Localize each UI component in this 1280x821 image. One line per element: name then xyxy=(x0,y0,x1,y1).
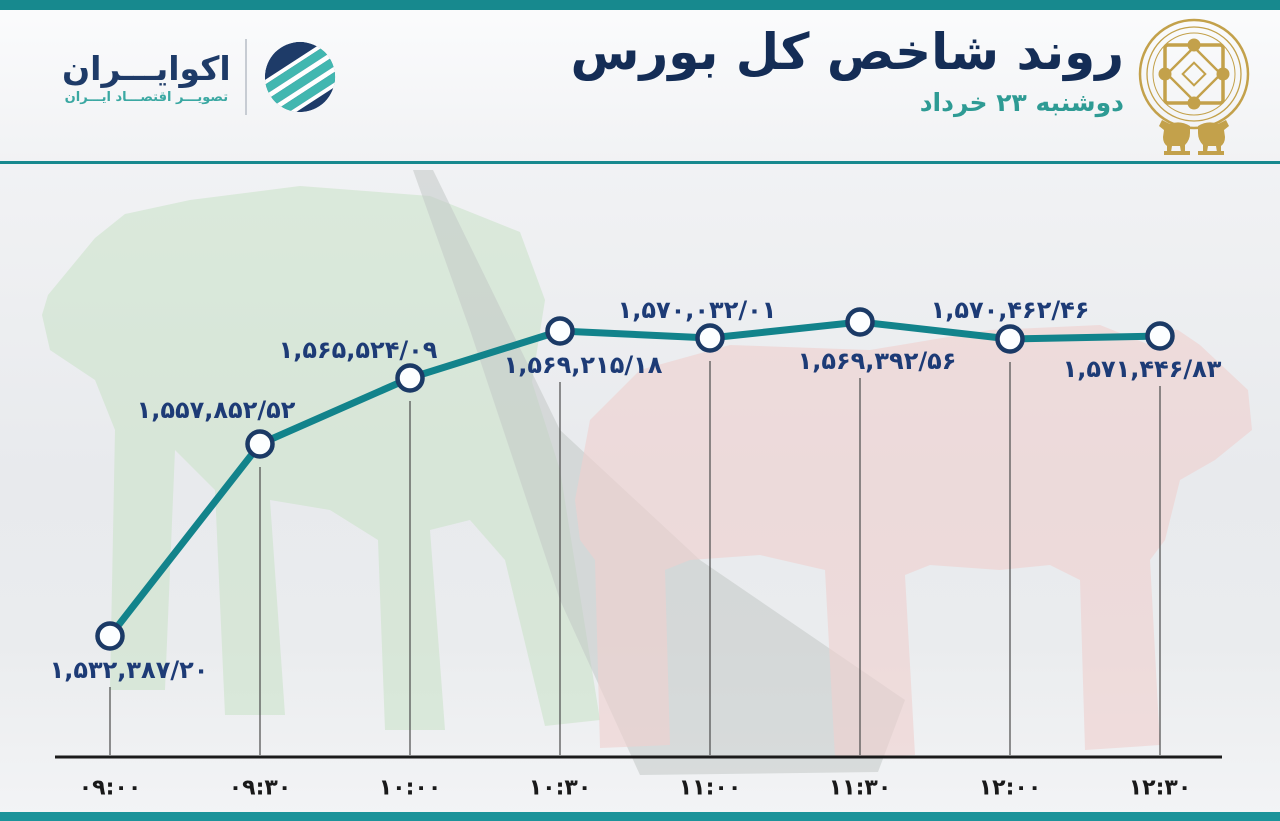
page-title: روند شاخص کل بورس xyxy=(570,23,1124,81)
x-axis-label: ۱۱:۳۰ xyxy=(828,775,892,801)
value-label: ۱,۵۷۱,۴۴۶/۸۳ xyxy=(1062,355,1222,383)
data-point-marker xyxy=(545,316,575,346)
index-trend-line xyxy=(106,318,1164,640)
x-axis-label: ۰۹:۰۰ xyxy=(78,775,142,801)
bull-watermark xyxy=(42,186,600,730)
ecoiran-logo-icon xyxy=(264,41,335,113)
x-axis-label: ۱۲:۰۰ xyxy=(978,775,1042,801)
logo-wordmark: اکوایـــران xyxy=(62,48,231,88)
x-axis-label: ۱۲:۳۰ xyxy=(1128,775,1192,801)
data-point-marker xyxy=(695,323,725,353)
value-label: ۱,۵۷۰,۰۳۲/۰۱ xyxy=(617,296,777,324)
logo-divider xyxy=(244,39,247,115)
value-label: ۱,۵۶۹,۲۱۵/۱۸ xyxy=(503,351,663,379)
value-label: ۱,۵۵۷,۸۵۲/۵۲ xyxy=(136,396,296,424)
data-point-marker xyxy=(245,429,275,459)
data-point-marker xyxy=(1145,321,1175,351)
value-label: ۱,۵۶۹,۳۹۲/۵۶ xyxy=(797,347,957,375)
x-axis-label: ۱۱:۰۰ xyxy=(678,775,742,801)
logo-tagline: تصویـــر اقتصـــاد ایـــران xyxy=(64,90,229,106)
arrow-watermark xyxy=(413,170,905,775)
data-point-marker xyxy=(845,307,875,337)
x-axis-label: ۱۰:۳۰ xyxy=(528,775,592,801)
date-label: دوشنبه ۲۳ خرداد xyxy=(919,87,1124,117)
header-divider-line xyxy=(0,161,1280,164)
ecoiran-logo: اکوایـــران تصویـــر اقتصـــاد ایـــران xyxy=(62,38,339,116)
tse-emblem-icon xyxy=(1138,18,1250,155)
value-label: ۱,۵۷۰,۴۶۲/۴۶ xyxy=(930,296,1090,324)
emblem-bulls xyxy=(1159,120,1229,155)
bear-watermark xyxy=(575,325,1252,758)
bottom-accent-bar xyxy=(0,812,1280,821)
data-point-marker xyxy=(395,363,425,393)
value-label: ۱,۵۳۲,۳۸۷/۲۰ xyxy=(49,656,209,684)
x-axis-label: ۰۹:۳۰ xyxy=(228,775,292,801)
data-point-marker xyxy=(95,621,125,651)
top-accent-bar xyxy=(0,0,1280,10)
data-point-marker xyxy=(995,324,1025,354)
value-label: ۱,۵۶۵,۵۲۴/۰۹ xyxy=(278,336,438,364)
x-axis-label: ۱۰:۰۰ xyxy=(378,775,442,801)
